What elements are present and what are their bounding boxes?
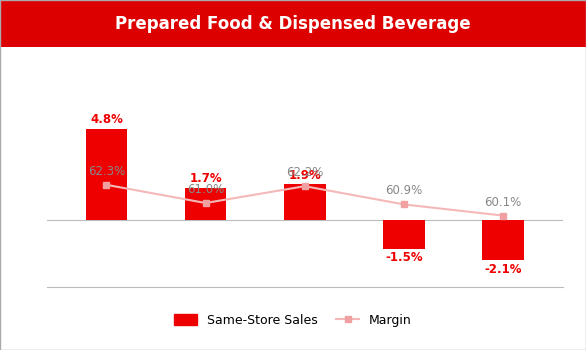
Text: -2.1%: -2.1% xyxy=(484,262,522,275)
Text: -1.5%: -1.5% xyxy=(385,251,423,264)
Legend: Same-Store Sales, Margin: Same-Store Sales, Margin xyxy=(169,309,417,332)
Text: 62.3%: 62.3% xyxy=(88,165,125,178)
Text: 4.8%: 4.8% xyxy=(90,113,123,126)
Text: 60.9%: 60.9% xyxy=(385,184,423,197)
Bar xyxy=(284,184,326,220)
Bar xyxy=(383,220,425,249)
Text: 60.1%: 60.1% xyxy=(485,196,522,209)
Text: 61.0%: 61.0% xyxy=(187,183,224,196)
Bar xyxy=(86,128,127,220)
Text: 62.2%: 62.2% xyxy=(286,166,323,179)
Bar xyxy=(185,188,226,220)
Text: Prepared Food & Dispensed Beverage: Prepared Food & Dispensed Beverage xyxy=(115,15,471,33)
Text: 1.7%: 1.7% xyxy=(189,173,222,186)
Text: 1.9%: 1.9% xyxy=(288,169,321,182)
Bar xyxy=(482,220,524,260)
